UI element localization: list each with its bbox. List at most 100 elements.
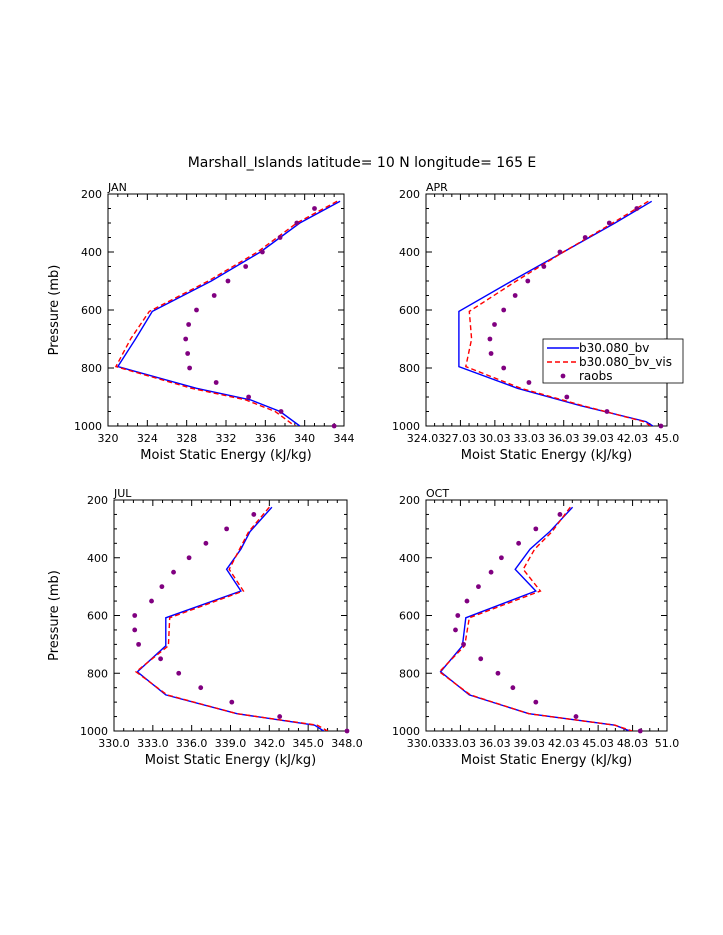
y-tick-label: 600 bbox=[399, 610, 420, 623]
raobs-point bbox=[510, 685, 516, 691]
x-tick-label: 330.0 bbox=[98, 737, 130, 750]
raobs-point bbox=[224, 526, 230, 532]
raobs-point bbox=[487, 336, 493, 342]
x-tick-label: 39.03 bbox=[514, 737, 546, 750]
x-tick-label: 336.0 bbox=[176, 737, 208, 750]
raobs-point bbox=[211, 293, 217, 298]
legend-entry-label: b30.080_bv_vis bbox=[579, 355, 672, 369]
raobs-point bbox=[512, 293, 518, 298]
raobs-point bbox=[246, 394, 252, 400]
y-tick-label: 800 bbox=[81, 362, 102, 375]
raobs-point bbox=[637, 728, 643, 734]
y-tick-label: 800 bbox=[87, 667, 108, 680]
panel-jul: JUL 330.0 333.0 336.0 339.0 342.0 345.0 348.0 20… bbox=[47, 487, 363, 768]
panel-apr: APR 324.03 27.03 30.03 33.03 36.03 39.03 42.03 4… bbox=[392, 181, 679, 463]
x-tick-label: 340 bbox=[294, 432, 315, 445]
raobs-point bbox=[213, 380, 219, 385]
raobs-point bbox=[533, 526, 539, 532]
y-tick-label: 1000 bbox=[392, 725, 420, 738]
raobs-point bbox=[478, 656, 484, 662]
x-tick-label: 39.03 bbox=[582, 432, 614, 445]
x-tick-label: 51.0 bbox=[655, 737, 680, 750]
x-tick-label: 339.0 bbox=[215, 737, 247, 750]
plot-frame bbox=[113, 499, 348, 732]
x-tick-label: 33.03 bbox=[514, 432, 546, 445]
y-tick-label: 800 bbox=[399, 362, 420, 375]
y-tick-label: 400 bbox=[81, 246, 102, 259]
panel-title: OCT bbox=[426, 487, 449, 500]
series-line-bv-vis bbox=[464, 200, 652, 426]
raobs-point bbox=[495, 670, 501, 676]
raobs-point bbox=[187, 365, 193, 371]
x-tick-label: 27.03 bbox=[445, 432, 477, 445]
x-tick-label: 344 bbox=[334, 432, 355, 445]
legend-swatch-raobs bbox=[560, 373, 566, 379]
x-tick-label: 332 bbox=[216, 432, 237, 445]
legend-entry-label: b30.080_bv bbox=[579, 341, 649, 355]
x-tick-label: 48.03 bbox=[617, 737, 649, 750]
raobs-point bbox=[278, 409, 284, 414]
x-tick-label: 324 bbox=[137, 432, 158, 445]
y-tick-label: 1000 bbox=[74, 420, 102, 433]
x-tick-label: 42.03 bbox=[548, 737, 580, 750]
series-line-bv bbox=[116, 200, 341, 426]
raobs-point bbox=[492, 322, 497, 327]
raobs-point bbox=[526, 380, 532, 385]
raobs-point bbox=[183, 336, 189, 342]
x-tick-label: 324.03 bbox=[407, 432, 446, 445]
raobs-point bbox=[171, 569, 176, 575]
y-tick-label: 1000 bbox=[80, 725, 108, 738]
raobs-point bbox=[541, 264, 547, 269]
raobs-point bbox=[573, 714, 579, 719]
y-tick-label: 600 bbox=[87, 610, 108, 623]
raobs-point bbox=[149, 598, 154, 604]
x-axis-label: Moist Static Energy (kJ/kg) bbox=[145, 753, 316, 768]
raobs-point bbox=[312, 206, 317, 211]
series-line-bv-vis bbox=[134, 506, 328, 731]
y-tick-label: 1000 bbox=[392, 420, 420, 433]
raobs-point bbox=[582, 235, 588, 240]
raobs-point bbox=[158, 656, 164, 662]
raobs-point bbox=[136, 641, 141, 647]
x-tick-label: 45.0 bbox=[655, 432, 680, 445]
y-tick-label: 400 bbox=[399, 552, 420, 565]
y-axis-label: Pressure (mb) bbox=[47, 265, 62, 356]
raobs-point bbox=[259, 249, 265, 255]
raobs-point bbox=[604, 409, 610, 414]
x-tick-label: 330.03 bbox=[407, 737, 446, 750]
x-tick-label: 36.03 bbox=[479, 737, 511, 750]
raobs-point bbox=[501, 365, 507, 371]
raobs-point bbox=[185, 351, 191, 356]
x-tick-label: 36.03 bbox=[548, 432, 580, 445]
raobs-point bbox=[501, 307, 507, 313]
series-line-bv bbox=[458, 200, 655, 426]
raobs-point bbox=[525, 278, 531, 284]
y-tick-label: 200 bbox=[399, 188, 420, 201]
raobs-point bbox=[476, 584, 481, 590]
raobs-point bbox=[331, 423, 337, 429]
panel-title: JAN bbox=[107, 181, 127, 194]
raobs-point bbox=[344, 728, 350, 734]
raobs-point bbox=[533, 699, 539, 705]
y-axis-label: Pressure (mb) bbox=[47, 570, 62, 661]
raobs-point bbox=[203, 540, 209, 546]
raobs-point bbox=[606, 220, 612, 226]
y-tick-label: 600 bbox=[81, 304, 102, 317]
panel-oct: OCT 330.03 33.03 36.03 39.03 42.03 45.03 48.03 5… bbox=[392, 487, 679, 768]
x-tick-label: 33.03 bbox=[445, 737, 477, 750]
y-tick-label: 200 bbox=[399, 494, 420, 507]
plot-frame bbox=[107, 193, 345, 427]
raobs-point bbox=[194, 307, 199, 313]
x-tick-label: 333.0 bbox=[137, 737, 169, 750]
x-axis-label: Moist Static Energy (kJ/kg) bbox=[461, 753, 632, 768]
y-tick-label: 400 bbox=[399, 246, 420, 259]
raobs-point bbox=[455, 613, 461, 618]
y-tick-label: 600 bbox=[399, 304, 420, 317]
raobs-point bbox=[557, 249, 563, 255]
raobs-point bbox=[498, 555, 504, 561]
x-tick-label: 336 bbox=[255, 432, 276, 445]
panels-group: JAN 320 324 328 332 336 340 344 200 400 600 800 1000… bbox=[47, 181, 679, 768]
y-tick-label: 400 bbox=[87, 552, 108, 565]
raobs-point bbox=[516, 540, 522, 546]
